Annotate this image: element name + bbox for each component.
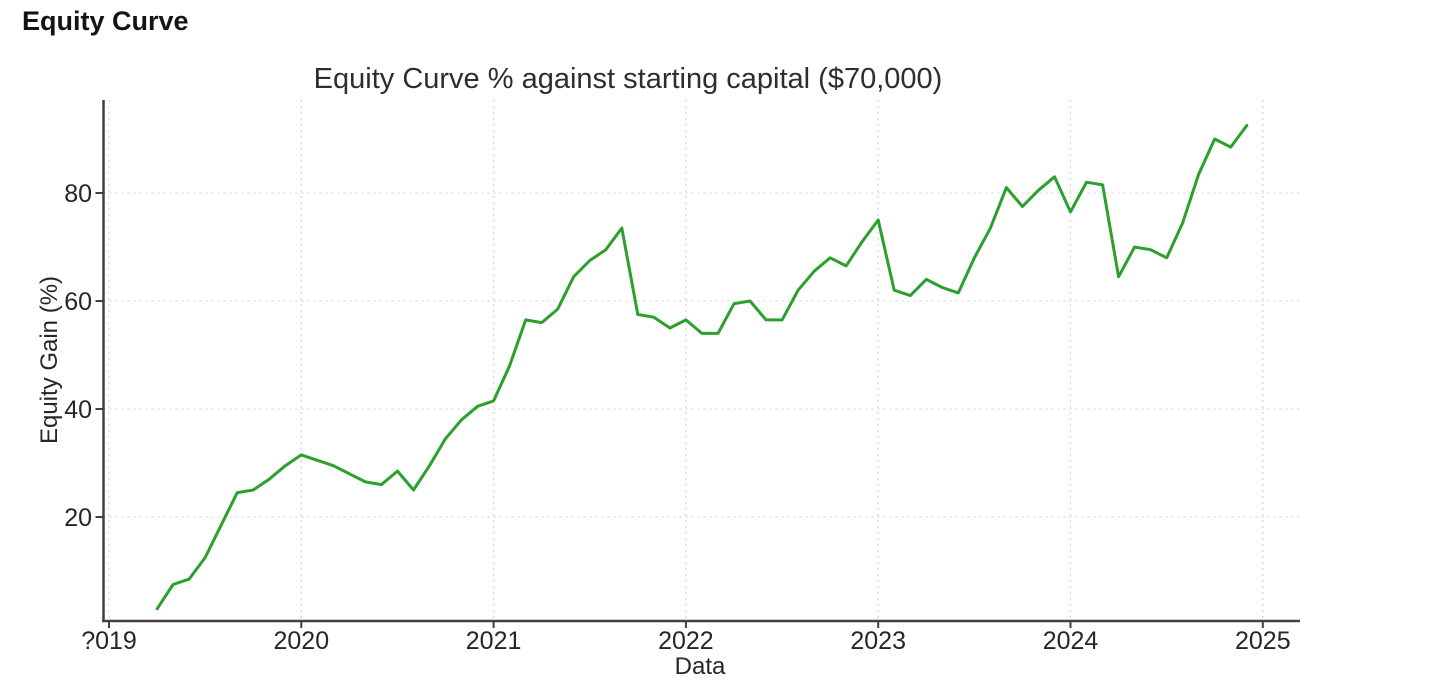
x-tick-label: 2023 — [850, 627, 906, 655]
chart-title: Equity Curve % against starting capital … — [314, 63, 943, 95]
x-tick-label: 2024 — [1043, 627, 1099, 655]
axes-spines — [102, 100, 1300, 623]
x-tick-label: 2021 — [466, 627, 522, 655]
y-tick-label: 40 — [64, 396, 92, 424]
gridlines — [103, 100, 1300, 621]
y-tick-label: 20 — [64, 504, 92, 532]
tick-marks — [95, 192, 1264, 628]
x-tick-label: ?019 — [81, 627, 137, 655]
x-tick-label: 2022 — [658, 627, 714, 655]
tick-labels: ?019 2020 2021 2022 2023 2024 2025 20 40 60 80 — [64, 180, 1290, 655]
equity-curve-line — [155, 124, 1249, 611]
x-tick-label: 2020 — [273, 627, 329, 655]
y-tick-label: 60 — [64, 288, 92, 316]
page-title: Equity Curve — [22, 6, 189, 36]
y-axis-label: Equity Gain (%) — [36, 276, 63, 444]
x-axis-label: Data — [675, 653, 726, 680]
x-tick-label: 2025 — [1235, 627, 1291, 655]
y-tick-label: 80 — [64, 180, 92, 208]
